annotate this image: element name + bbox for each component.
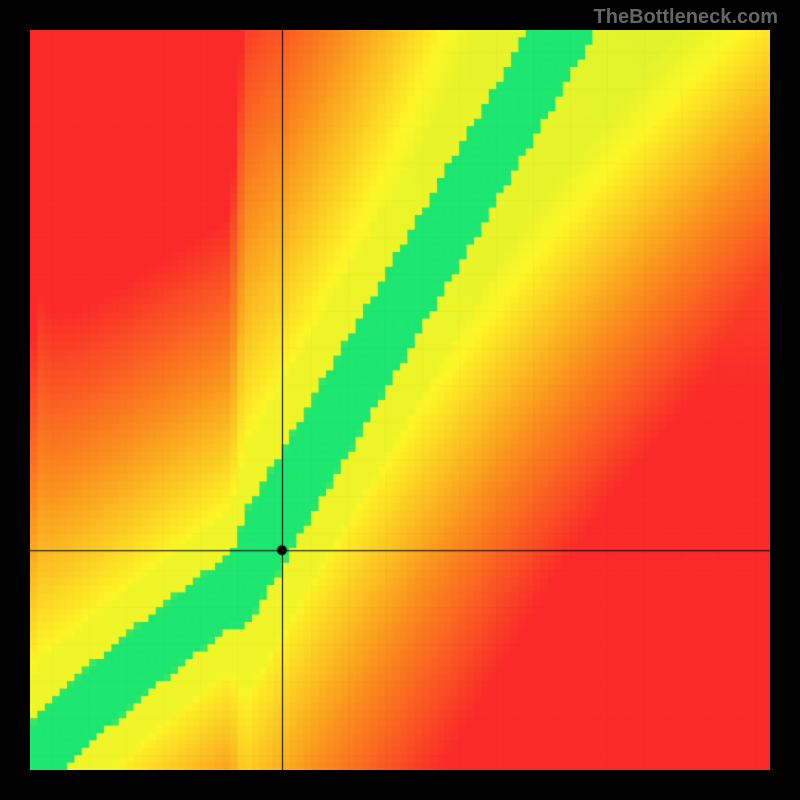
chart-container: { "watermark": "TheBottleneck.com", "cha… — [0, 0, 800, 800]
watermark-text: TheBottleneck.com — [594, 6, 778, 29]
bottleneck-heatmap — [30, 30, 770, 770]
